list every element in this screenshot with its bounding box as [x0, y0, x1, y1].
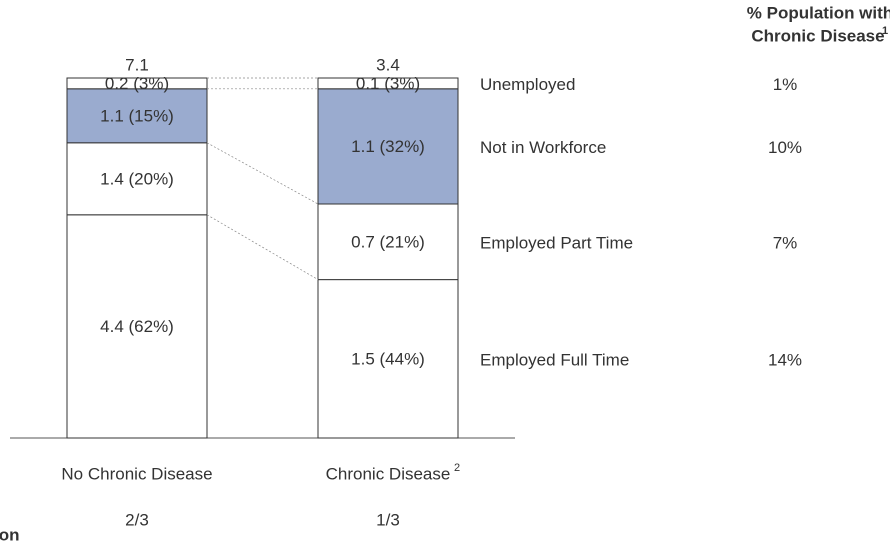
- category-superscript: 2: [454, 462, 460, 474]
- total-label: 7.1: [125, 55, 149, 74]
- right-header-sup: 1: [882, 25, 888, 37]
- bar-segment: [66, 142, 208, 216]
- segment-label: 0.7 (21%): [351, 232, 425, 251]
- population-share: 1%: [773, 75, 798, 94]
- connector: [206, 142, 319, 205]
- total-label: 3.4: [376, 55, 400, 74]
- category-share: 2/3: [125, 510, 149, 529]
- category-label: No Chronic Disease: [61, 464, 212, 483]
- connector: [206, 214, 319, 280]
- bar-segment: [66, 214, 208, 439]
- segment-label: 1.4 (20%): [100, 169, 174, 188]
- category-label: Chronic Disease: [326, 464, 451, 483]
- population-share: 10%: [768, 138, 802, 157]
- segment-label: 4.4 (62%): [100, 317, 174, 336]
- series-label: Unemployed: [480, 75, 575, 94]
- category-share: 1/3: [376, 510, 400, 529]
- series-label: Employed Full Time: [480, 350, 629, 369]
- segment-label: 1.1 (15%): [100, 106, 174, 125]
- right-header-1: % Population with: [747, 3, 890, 22]
- footer-fragment: ion: [0, 525, 20, 544]
- segment-label: 1.1 (32%): [351, 137, 425, 156]
- segment-label: 0.2 (3%): [105, 74, 169, 93]
- bar-segment: [317, 279, 459, 439]
- bar-segment: [66, 77, 208, 90]
- bar-segment: [317, 77, 459, 90]
- segment-label: 1.5 (44%): [351, 349, 425, 368]
- population-share: 14%: [768, 350, 802, 369]
- population-share: 7%: [773, 233, 798, 252]
- series-label: Not in Workforce: [480, 138, 606, 157]
- series-label: Employed Part Time: [480, 233, 633, 252]
- bar-segment: [317, 88, 459, 205]
- segment-label: 0.1 (3%): [356, 74, 420, 93]
- bar-segment: [317, 203, 459, 281]
- right-header-2: Chronic Disease: [751, 26, 884, 45]
